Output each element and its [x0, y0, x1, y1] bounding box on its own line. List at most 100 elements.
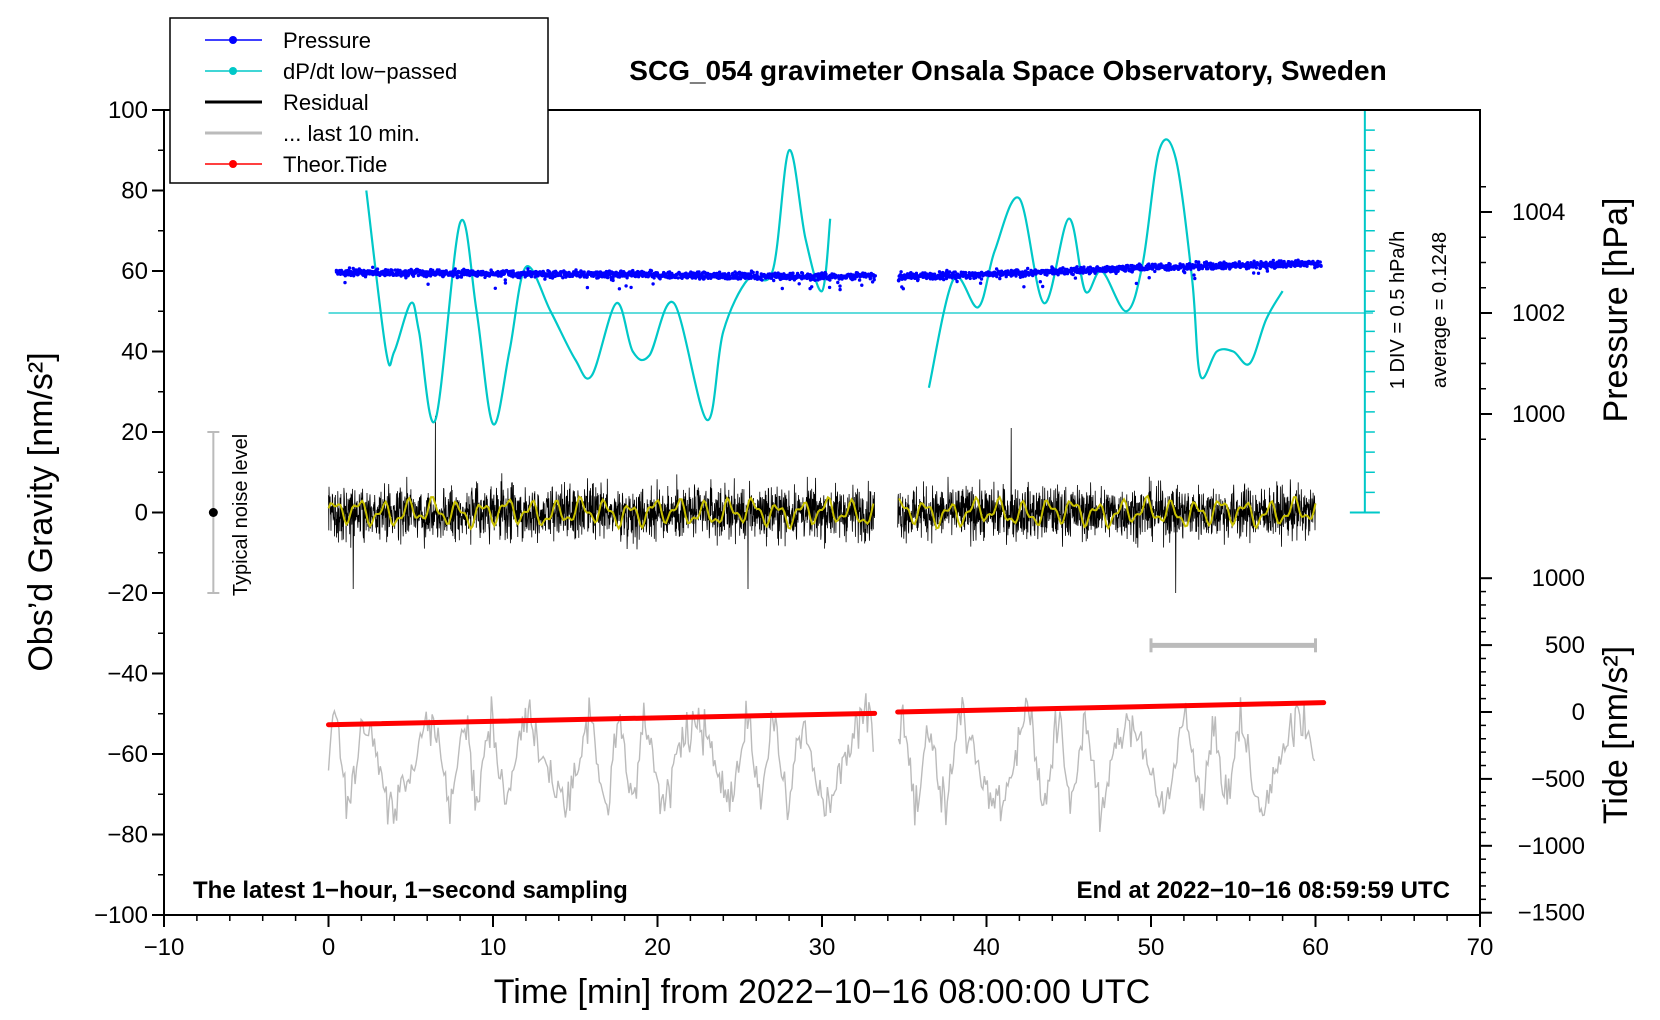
- pressure-point: [453, 267, 457, 271]
- pressure-point: [955, 279, 959, 284]
- pressure-point: [1022, 285, 1026, 289]
- noise-level-label: Typical noise level: [230, 434, 252, 596]
- pressure-point: [1256, 271, 1261, 275]
- pressure-point: [857, 278, 862, 282]
- pressure-point: [954, 277, 958, 281]
- legend-label: Theor.Tide: [283, 152, 387, 177]
- pressure-point: [1168, 262, 1172, 266]
- x-tick-label: 60: [1302, 934, 1329, 961]
- pressure-point: [1004, 274, 1008, 279]
- tide-tick-label: 1000: [1532, 565, 1585, 592]
- pressure-point: [493, 286, 497, 290]
- pressure-point: [1305, 264, 1309, 268]
- y-tick-label: 60: [121, 258, 148, 285]
- y-axis-label-tide: Tide [nm/s²]: [1597, 646, 1635, 824]
- pressure-point: [706, 276, 710, 280]
- pressure-point: [606, 275, 610, 280]
- pressure-point: [1187, 262, 1192, 266]
- pressure-point: [676, 276, 680, 280]
- pressure-point: [1082, 265, 1086, 269]
- pressure-point: [1252, 271, 1256, 275]
- pressure-point: [1317, 260, 1321, 264]
- pressure-point: [772, 278, 776, 283]
- pressure-point: [901, 287, 905, 291]
- pressure-point: [979, 277, 984, 281]
- residual-line-1: [328, 415, 875, 590]
- pressure-point: [611, 278, 615, 283]
- pressure-point: [404, 276, 408, 280]
- pressure-point: [935, 276, 940, 280]
- residual-smoothed-line-2: [898, 494, 1317, 531]
- pressure-point: [510, 269, 514, 273]
- pressure-point: [727, 271, 731, 276]
- y-tick-label: 100: [108, 97, 148, 124]
- x-tick-label: 10: [480, 934, 507, 961]
- dpdt-line-1: [365, 149, 832, 426]
- pressure-point: [343, 280, 347, 285]
- x-tick-label: 30: [809, 934, 836, 961]
- pressure-point: [390, 268, 394, 272]
- pressure-point: [1265, 267, 1269, 271]
- x-tick-label: 50: [1138, 934, 1165, 961]
- pressure-point: [1197, 260, 1201, 264]
- annotation-bottom-left: The latest 1−hour, 1−second sampling: [193, 877, 628, 904]
- pressure-point: [937, 270, 942, 274]
- pressure-point: [595, 270, 600, 274]
- x-tick-label: 40: [973, 934, 1000, 961]
- pressure-point: [1284, 265, 1288, 269]
- y-tick-label: 40: [121, 339, 148, 366]
- tide-line-1: [326, 710, 878, 728]
- pressure-point: [1134, 281, 1139, 286]
- chart-title: SCG_054 gravimeter Onsala Space Observat…: [629, 55, 1386, 86]
- pressure-point: [347, 266, 352, 270]
- pressure-point: [611, 275, 615, 280]
- pressure-point: [953, 270, 957, 274]
- pressure-point: [386, 268, 390, 272]
- pressure-point: [1245, 261, 1250, 265]
- pressure-point: [838, 284, 842, 288]
- legend: Pressure dP/dt low−passed Residual ... last…: [169, 17, 549, 184]
- pressure-point: [426, 282, 430, 286]
- legend-label: ... last 10 min.: [283, 121, 420, 146]
- x-tick-label: 70: [1467, 934, 1494, 961]
- pressure-point: [1071, 272, 1075, 277]
- pressure-point: [968, 276, 972, 281]
- legend-label: dP/dt low−passed: [283, 59, 457, 84]
- pressure-point: [779, 272, 783, 276]
- pressure-point: [1319, 264, 1323, 268]
- pressure-point: [1193, 276, 1197, 281]
- y-tick-label: −100: [94, 902, 148, 929]
- pressure-tick-label: 1000: [1512, 401, 1565, 428]
- annotation-bottom-right: End at 2022−10−16 08:59:59 UTC: [1076, 877, 1450, 904]
- pressure-point: [655, 271, 659, 275]
- pressure-point: [942, 277, 946, 282]
- pressure-point: [582, 270, 586, 274]
- pressure-point: [1026, 266, 1030, 271]
- pressure-point: [944, 276, 949, 281]
- pressure-point: [585, 285, 590, 290]
- pressure-point: [629, 285, 633, 290]
- pressure-point: [1282, 259, 1286, 264]
- pressure-point: [1237, 260, 1242, 264]
- x-tick-label: 0: [322, 934, 335, 961]
- pressure-point: [585, 275, 589, 279]
- pressure-point: [810, 285, 814, 289]
- pressure-point: [1038, 280, 1043, 284]
- pressure-point: [728, 276, 732, 280]
- tide-line-2: [895, 700, 1327, 715]
- pressure-point: [1274, 265, 1278, 269]
- tide-tick-label: −500: [1531, 766, 1585, 793]
- pressure-point: [516, 271, 520, 275]
- noise-bar-center-dot: [208, 508, 218, 517]
- residual-smoothed-line-1: [327, 495, 875, 531]
- pressure-point: [943, 273, 947, 277]
- tide-tick-label: 500: [1545, 632, 1585, 659]
- y-tick-label: −80: [107, 822, 148, 849]
- pressure-point: [576, 271, 580, 275]
- pressure-point: [1051, 266, 1055, 271]
- pressure-point: [838, 287, 842, 292]
- last10-line-1: [327, 693, 874, 825]
- pressure-point: [1073, 276, 1078, 280]
- x-tick-label: −10: [144, 934, 185, 961]
- pressure-point: [1183, 270, 1187, 275]
